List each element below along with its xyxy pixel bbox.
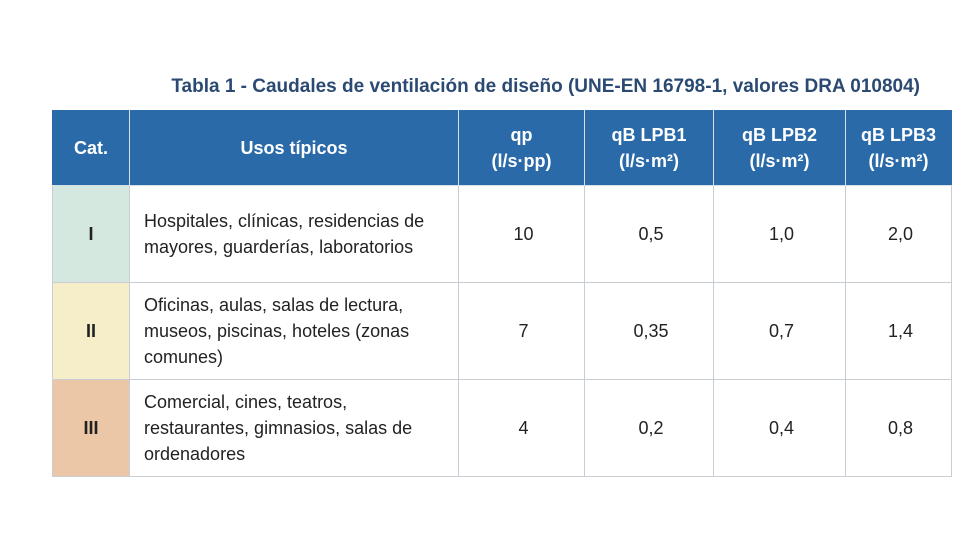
category-cell: I <box>52 185 130 283</box>
header-qp-label: qp <box>510 125 533 145</box>
category-cell: II <box>52 282 130 380</box>
uses-cell: Oficinas, aulas, salas de lectura, museo… <box>129 282 459 380</box>
header-cat: Cat. <box>52 110 130 186</box>
header-lpb2-unit: (l/s·m²) <box>749 151 810 171</box>
qp-cell: 10 <box>458 185 585 283</box>
lpb3-cell: 1,4 <box>845 282 952 380</box>
category-cell: III <box>52 379 130 477</box>
lpb2-cell: 1,0 <box>713 185 846 283</box>
header-uses: Usos típicos <box>129 110 459 186</box>
lpb2-cell: 0,7 <box>713 282 846 380</box>
header-qp: qp (l/s·pp) <box>458 110 585 186</box>
header-lpb3: qB LPB3 (l/s·m²) <box>845 110 952 186</box>
header-qp-unit: (l/s·pp) <box>491 151 552 171</box>
lpb3-cell: 0,8 <box>845 379 952 477</box>
table-caption: Tabla 1 - Caudales de ventilación de dis… <box>171 76 920 97</box>
qp-cell: 4 <box>458 379 585 477</box>
header-lpb1: qB LPB1 (l/s·m²) <box>584 110 714 186</box>
lpb1-cell: 0,2 <box>584 379 714 477</box>
uses-cell: Comercial, cines, teatros, restaurantes,… <box>129 379 459 477</box>
header-lpb3-label: qB LPB3 <box>860 125 936 145</box>
ventilation-table: Cat. Usos típicos qp (l/s·pp) qB LPB1 (l… <box>52 110 952 477</box>
uses-cell: Hospitales, clínicas, residencias de may… <box>129 185 459 283</box>
header-lpb2: qB LPB2 (l/s·m²) <box>713 110 846 186</box>
table-row-cat-i: I Hospitales, clínicas, residencias de m… <box>52 185 952 283</box>
lpb1-cell: 0,35 <box>584 282 714 380</box>
lpb3-cell: 2,0 <box>845 185 952 283</box>
qp-cell: 7 <box>458 282 585 380</box>
header-lpb2-label: qB LPB2 <box>741 125 817 145</box>
table-row-cat-iii: III Comercial, cines, teatros, restauran… <box>52 379 952 477</box>
lpb1-cell: 0,5 <box>584 185 714 283</box>
header-lpb1-unit: (l/s·m²) <box>619 151 679 171</box>
header-lpb3-unit: (l/s·m²) <box>868 151 929 171</box>
header-row: Cat. Usos típicos qp (l/s·pp) qB LPB1 (l… <box>52 110 952 186</box>
lpb2-cell: 0,4 <box>713 379 846 477</box>
table-row-cat-ii: II Oficinas, aulas, salas de lectura, mu… <box>52 282 952 380</box>
header-lpb1-label: qB LPB1 <box>611 125 687 145</box>
